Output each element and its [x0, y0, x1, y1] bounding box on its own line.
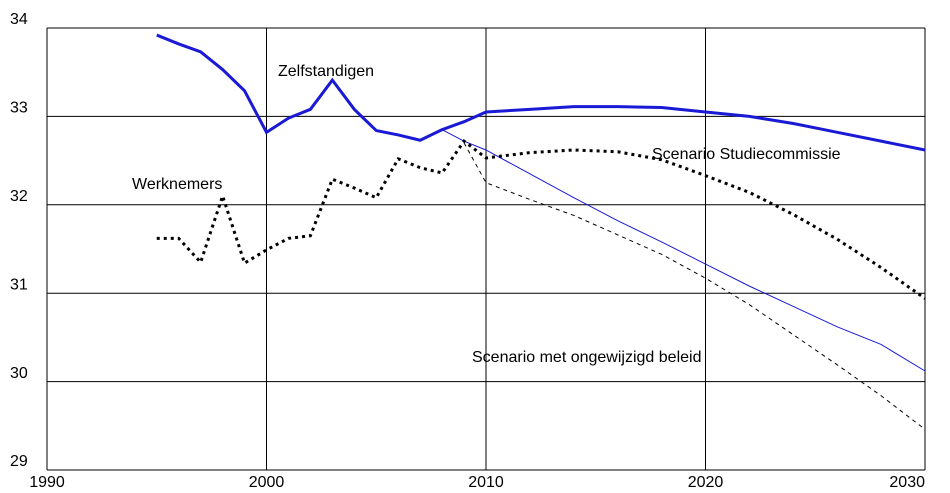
series-line	[463, 142, 926, 430]
x-tick-label: 2000	[249, 474, 285, 491]
series-line	[156, 139, 926, 300]
annotation: Werknemers	[132, 176, 222, 193]
y-tick-label: 29	[10, 453, 28, 470]
series-line	[441, 129, 926, 372]
annotation: Scenario met ongewijzigd beleid	[472, 349, 701, 366]
y-tick-label: 33	[10, 100, 28, 117]
y-tick-label: 31	[10, 276, 28, 293]
annotation: Scenario Studiecommissie	[652, 146, 841, 163]
series-line	[156, 33, 926, 152]
x-tick-label: 2010	[468, 474, 504, 491]
y-tick-label: 30	[10, 365, 28, 382]
x-tick-label: 1990	[29, 474, 65, 491]
y-tick-label: 32	[10, 188, 28, 205]
annotation: Zelfstandigen	[278, 63, 374, 80]
x-tick-label: 2030	[889, 474, 925, 491]
y-tick-label: 34	[10, 11, 28, 28]
x-tick-label: 2020	[688, 474, 724, 491]
